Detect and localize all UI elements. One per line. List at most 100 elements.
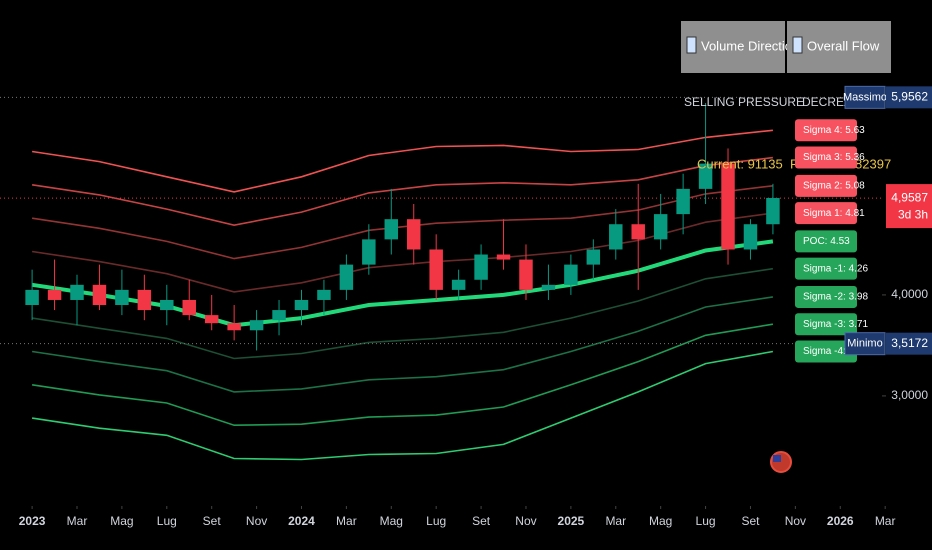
candle-body — [743, 224, 758, 250]
candle-body — [407, 219, 421, 250]
button-icon — [792, 36, 803, 54]
candle-body — [676, 188, 690, 215]
candle-body — [474, 254, 488, 280]
candle-body — [586, 249, 601, 265]
x-tick-label: Mar — [67, 514, 88, 528]
x-tick-label: Lug — [157, 514, 177, 528]
last-price-countdown: 3d 3h — [898, 207, 928, 221]
x-tick-label: 2025 — [558, 514, 585, 528]
candle-body — [70, 284, 84, 300]
x-tick-label: Nov — [246, 514, 267, 528]
x-tick-label: Set — [741, 514, 760, 528]
band-label: Sigma -3: 3.71 — [803, 319, 868, 330]
candle-body — [609, 224, 623, 250]
band-line — [31, 267, 774, 360]
band-label-box — [795, 230, 857, 253]
price-tag-name: Minimo — [847, 338, 882, 350]
band-line — [31, 323, 774, 427]
candle-body — [766, 197, 780, 225]
band-label-box — [795, 313, 857, 336]
band-label: POC: 4.53 — [803, 236, 850, 247]
x-tick-label: Mar — [875, 514, 896, 528]
x-tick-label: Mar — [336, 514, 357, 528]
x-tick-label: Lug — [426, 514, 446, 528]
candle-body — [384, 219, 399, 240]
x-tick-label: Mag — [110, 514, 133, 528]
x-tick-label: Nov — [515, 514, 536, 528]
band-line — [31, 212, 774, 293]
candle-body — [698, 163, 713, 189]
candle-body — [182, 299, 196, 316]
candle-body — [721, 163, 735, 250]
candle-body — [294, 299, 309, 311]
current-text: Current: 91135 — [697, 156, 783, 171]
band-line — [31, 156, 773, 227]
candle-body — [47, 289, 62, 300]
flag-canton — [773, 455, 781, 462]
band-line — [31, 350, 774, 461]
candle-body — [541, 284, 556, 290]
band-line — [31, 185, 773, 260]
band-label-box — [795, 257, 857, 280]
candle-body — [204, 315, 219, 324]
price-tag-value: 5,9562 — [891, 90, 928, 104]
candle-body — [227, 323, 241, 331]
toolbar-button[interactable] — [787, 21, 891, 73]
band-line — [31, 239, 774, 328]
x-tick-label: Set — [472, 514, 491, 528]
button-icon — [686, 36, 697, 54]
candle-body — [137, 289, 152, 311]
band-label: Sigma 1: 4.81 — [803, 208, 865, 219]
price-tag-name: Massimo — [843, 91, 887, 103]
x-tick-label: Mar — [605, 514, 626, 528]
price-tag-value: 3,5172 — [891, 336, 928, 350]
band-label: Sigma 4: 5.63 — [803, 125, 865, 136]
band-label-box — [795, 146, 857, 169]
candle-body — [317, 289, 331, 300]
last-price-label: 4,9587 — [891, 190, 928, 204]
x-tick-label: Set — [203, 514, 222, 528]
price-tag-name-box — [844, 85, 886, 109]
price-tag-value-box — [886, 86, 932, 109]
candle-body — [519, 259, 533, 290]
x-tick-label: 2023 — [19, 514, 46, 528]
toolbar-button[interactable] — [681, 21, 785, 73]
candle-body — [429, 249, 443, 290]
band-line — [31, 296, 774, 393]
band-label-box — [795, 340, 857, 363]
button-label[interactable]: Volume Direction — [701, 38, 799, 53]
button-label[interactable]: Overall Flow — [807, 38, 880, 53]
x-tick-label: 2024 — [288, 514, 315, 528]
band-label-box — [795, 119, 857, 142]
candle-body — [362, 239, 376, 265]
y-tick-label: 4,0000 — [891, 287, 928, 301]
candle-body — [564, 264, 578, 285]
band-label-box — [795, 285, 857, 308]
band-label: Sigma 2: 5.08 — [803, 180, 865, 191]
candle-body — [249, 320, 264, 331]
band-label: Sigma -2: 3.98 — [803, 292, 868, 303]
candle-body — [339, 264, 354, 290]
candle-body — [160, 299, 174, 311]
candle-body — [115, 289, 129, 306]
candle-body — [92, 284, 107, 306]
candle-body — [631, 224, 645, 240]
candle-body — [496, 254, 511, 260]
band-line — [31, 129, 773, 193]
x-tick-label: Nov — [785, 514, 806, 528]
candle-body — [451, 279, 466, 290]
candle-body — [25, 289, 39, 306]
candle-body — [653, 214, 668, 240]
candle-body — [272, 310, 286, 321]
y-tick-label: 3,0000 — [891, 388, 928, 402]
band-label-box — [795, 174, 857, 197]
x-tick-label: Lug — [696, 514, 716, 528]
band-label: Sigma 3: 5.36 — [803, 152, 865, 163]
pressure-text: SELLING PRESSURE — [684, 95, 804, 109]
x-tick-label: 2026 — [827, 514, 854, 528]
price-tag-name-box — [844, 332, 886, 356]
band-label-box — [795, 202, 857, 225]
